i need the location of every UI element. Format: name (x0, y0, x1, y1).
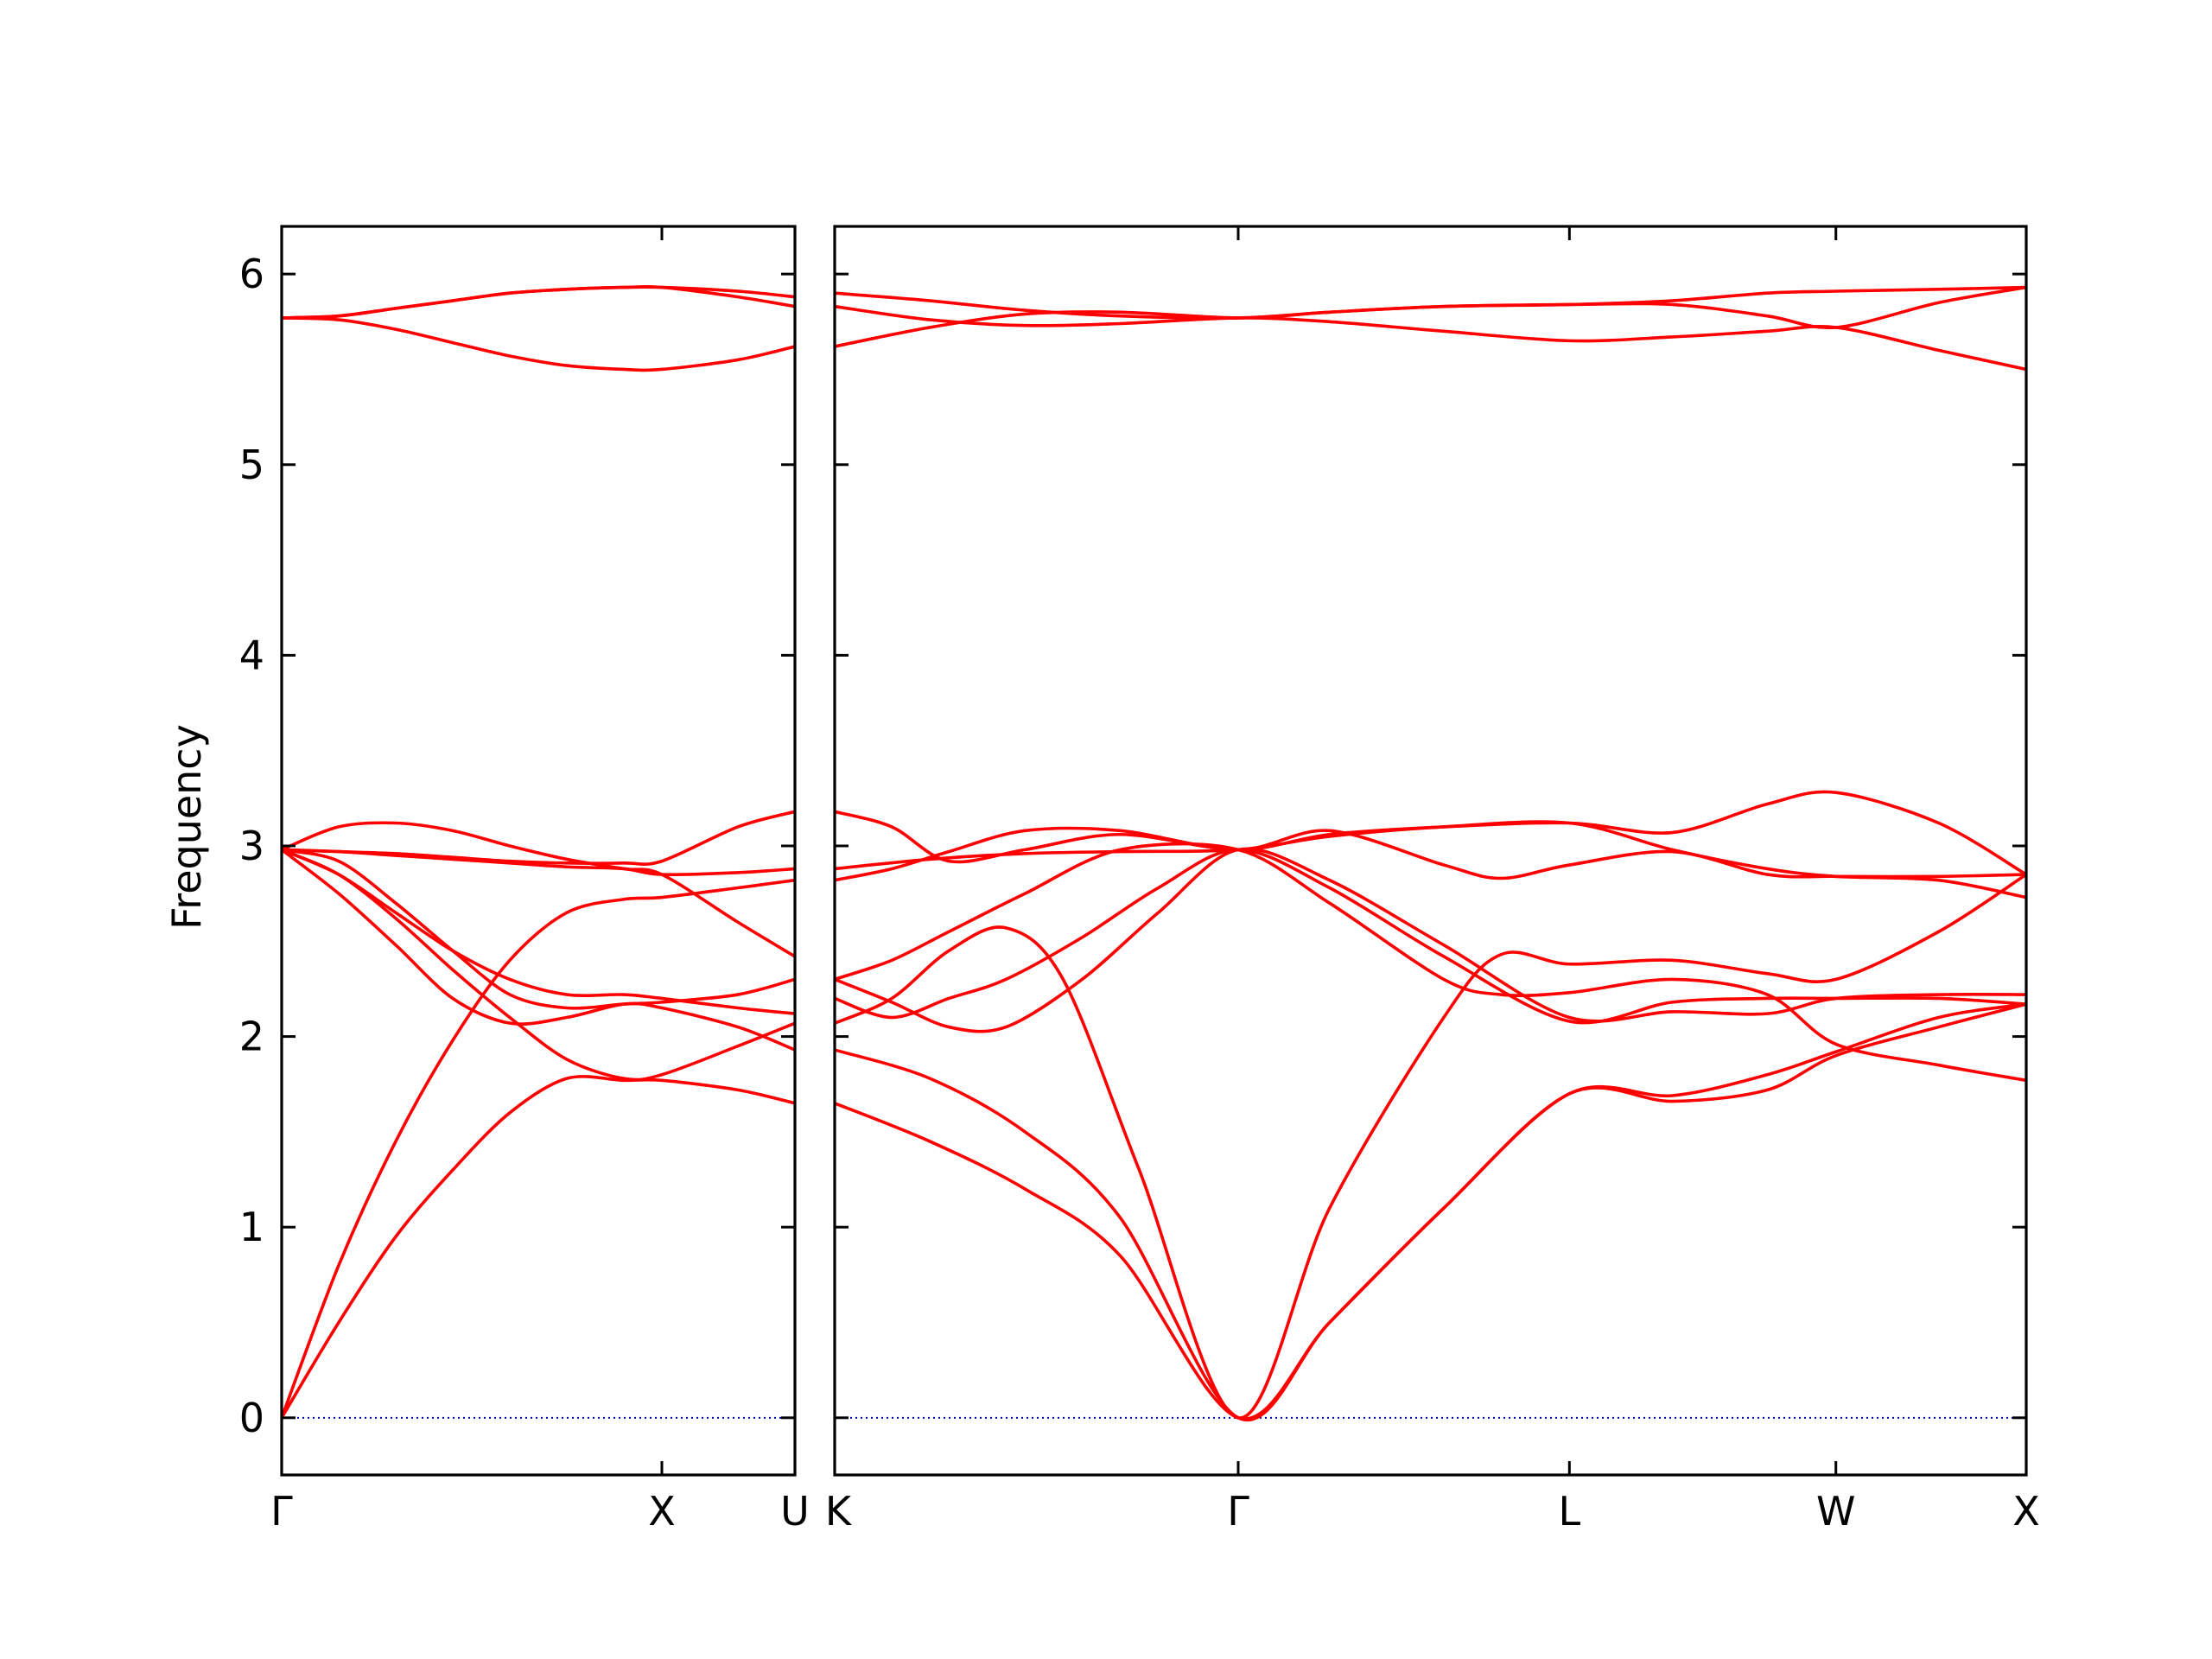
y-tick-label: 5 (239, 442, 264, 488)
y-axis-label: Frequency (163, 724, 210, 930)
x-tick-label-x: X (2012, 1488, 2040, 1535)
band-line-1 (282, 1075, 795, 1420)
plot-frame (280, 225, 797, 1477)
band-line-2 (282, 878, 795, 1420)
band-line-12 (835, 285, 2026, 320)
x-tick-label-x: X (648, 1488, 676, 1535)
y-tick-label: 4 (239, 632, 264, 678)
panel-1: 0 1 2 3 4 5 6 Γ X U (239, 225, 810, 1535)
panel-data (835, 285, 2026, 1422)
band-line-4 (835, 847, 2026, 1033)
y-tick-label: 1 (239, 1204, 264, 1250)
y-tick-label: 2 (239, 1014, 264, 1060)
band-line-3 (835, 873, 2026, 1420)
y-tick-label: 0 (239, 1395, 264, 1441)
band-line-6 (282, 821, 795, 958)
band-line-5 (835, 848, 2026, 1025)
x-tick-label-u: U (780, 1488, 810, 1535)
band-line-9 (282, 848, 795, 1082)
plot-frame (833, 225, 2028, 1477)
panel-data (282, 284, 795, 1420)
band-line-12 (282, 284, 795, 320)
band-line-10 (835, 285, 2026, 348)
panels: 0 1 2 3 4 5 6 Γ X U K Γ L W X (239, 225, 2040, 1535)
band-line-3 (282, 848, 795, 1052)
x-tick-label-k: K (825, 1488, 853, 1535)
band-line-11 (282, 316, 795, 372)
band-line-7 (282, 810, 795, 866)
x-tick-label-γ: Γ (1227, 1488, 1249, 1535)
band-line-2 (835, 1002, 2026, 1422)
band-line-6 (835, 842, 2026, 1083)
band-line-8 (282, 848, 795, 1010)
x-tick-label-γ: Γ (270, 1488, 293, 1535)
band-line-4 (282, 848, 795, 1015)
x-tick-label-l: L (1558, 1488, 1580, 1535)
y-tick-label: 3 (239, 823, 264, 869)
band-line-9 (835, 790, 2026, 876)
y-tick-label: 6 (239, 251, 264, 297)
band-line-1 (835, 1002, 2026, 1421)
x-tick-label-w: W (1816, 1488, 1855, 1535)
band-line-8 (835, 826, 2026, 882)
band-line-11 (835, 304, 2026, 372)
